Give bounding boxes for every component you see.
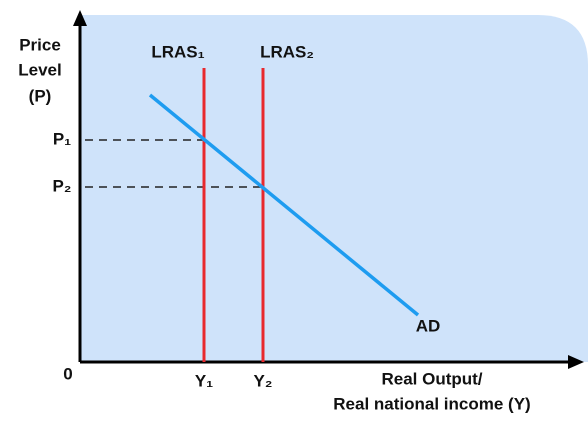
- curve-label: LRAS₁: [151, 42, 204, 61]
- x-label: Real Output/: [381, 369, 482, 388]
- output-label: Y₂: [254, 371, 273, 390]
- price-label: P₂: [53, 176, 72, 195]
- x-axis-arrow: [568, 355, 584, 369]
- output-label: Y₁: [195, 371, 213, 390]
- x-label: Real national income (Y): [333, 394, 530, 413]
- y-label: Price: [19, 35, 61, 54]
- background-panel: [80, 15, 588, 362]
- curve-label: LRAS₂: [260, 42, 314, 61]
- y-axis-arrow: [73, 10, 87, 26]
- y-label: Level: [18, 60, 61, 79]
- curve-label: AD: [416, 316, 441, 335]
- ad-line: [148, 93, 420, 317]
- price-label: P₁: [53, 129, 71, 148]
- origin-label: 0: [63, 364, 72, 383]
- y-label: (P): [29, 86, 52, 105]
